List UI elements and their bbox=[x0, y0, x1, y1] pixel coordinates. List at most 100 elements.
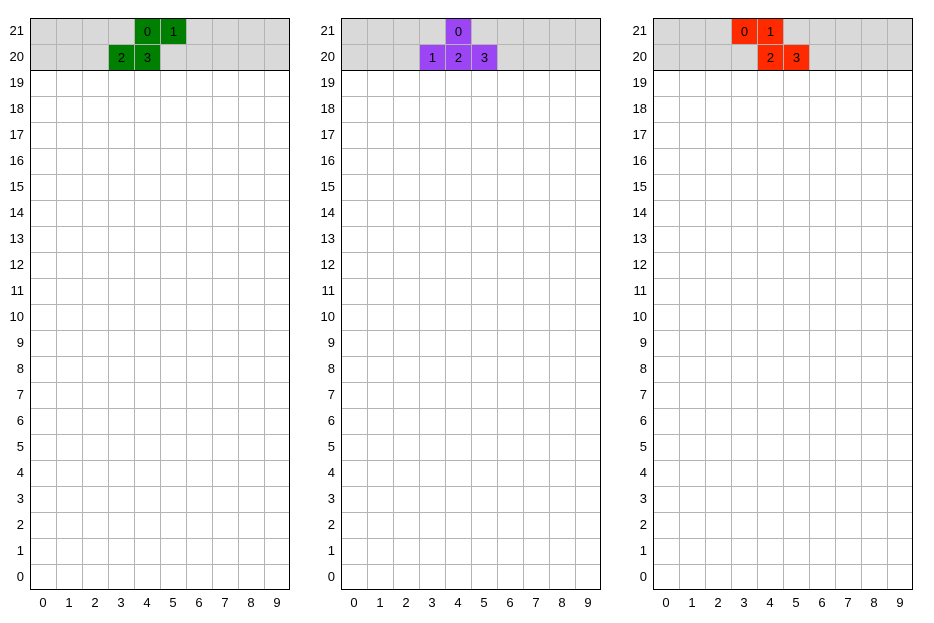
grid-cell bbox=[576, 253, 600, 279]
grid-cell bbox=[524, 201, 550, 227]
grid-cell bbox=[524, 305, 550, 331]
grid-cell bbox=[135, 435, 161, 461]
grid-cell bbox=[265, 513, 289, 539]
grid-cell bbox=[810, 201, 836, 227]
grid-cell bbox=[239, 513, 265, 539]
grid-cell bbox=[342, 227, 368, 253]
grid-cell bbox=[550, 227, 576, 253]
grid-cell bbox=[342, 435, 368, 461]
grid-cell bbox=[57, 383, 83, 409]
grid-cell bbox=[888, 253, 912, 279]
spawn-cell bbox=[265, 45, 289, 71]
grid-cell bbox=[446, 409, 472, 435]
grid-cell bbox=[83, 253, 109, 279]
grid-cell bbox=[368, 305, 394, 331]
grid-cell bbox=[576, 71, 600, 97]
grid-cell bbox=[836, 357, 862, 383]
grid-cell bbox=[706, 565, 732, 589]
grid-cell bbox=[498, 175, 524, 201]
grid-cell bbox=[758, 123, 784, 149]
row-label: 18 bbox=[320, 101, 335, 116]
grid-cell bbox=[888, 513, 912, 539]
grid-cell bbox=[706, 331, 732, 357]
grid-cell bbox=[862, 383, 888, 409]
grid-cell bbox=[706, 71, 732, 97]
row-label: 3 bbox=[327, 491, 335, 506]
piece-block-1: 1 bbox=[758, 19, 784, 45]
grid-cell bbox=[836, 409, 862, 435]
column-label: 4 bbox=[766, 595, 774, 610]
grid-cell bbox=[135, 123, 161, 149]
grid-cell bbox=[446, 331, 472, 357]
row-label: 19 bbox=[9, 75, 24, 90]
grid-cell bbox=[368, 435, 394, 461]
grid-cell bbox=[446, 513, 472, 539]
grid-cell bbox=[810, 487, 836, 513]
grid-cell bbox=[732, 175, 758, 201]
grid-cell bbox=[810, 175, 836, 201]
grid-cell bbox=[654, 461, 680, 487]
grid-cell bbox=[213, 97, 239, 123]
grid-cell bbox=[83, 435, 109, 461]
spawn-cell bbox=[862, 19, 888, 45]
grid-cell bbox=[888, 227, 912, 253]
grid-cell bbox=[446, 305, 472, 331]
spawn-zone-divider bbox=[31, 70, 289, 71]
column-label: 3 bbox=[428, 595, 436, 610]
grid-cell bbox=[706, 513, 732, 539]
grid-cell bbox=[420, 331, 446, 357]
row-label: 19 bbox=[632, 75, 647, 90]
grid-cell bbox=[784, 97, 810, 123]
grid-cell bbox=[758, 331, 784, 357]
grid-cell bbox=[420, 279, 446, 305]
grid-cell bbox=[784, 305, 810, 331]
grid-cell bbox=[83, 513, 109, 539]
grid-cell bbox=[265, 487, 289, 513]
grid-cell bbox=[498, 305, 524, 331]
grid-cell bbox=[265, 461, 289, 487]
grid-cell bbox=[31, 357, 57, 383]
grid-cell bbox=[213, 279, 239, 305]
grid-cell bbox=[446, 253, 472, 279]
grid-cell bbox=[472, 487, 498, 513]
grid-cell bbox=[446, 71, 472, 97]
grid-cell bbox=[161, 357, 187, 383]
row-label: 13 bbox=[9, 231, 24, 246]
grid-cell bbox=[784, 149, 810, 175]
grid-cell bbox=[706, 123, 732, 149]
grid-cell bbox=[498, 357, 524, 383]
piece-block-1: 1 bbox=[420, 45, 446, 71]
grid-cell bbox=[576, 149, 600, 175]
column-label: 2 bbox=[714, 595, 722, 610]
grid-cell bbox=[342, 305, 368, 331]
grid-cell bbox=[342, 201, 368, 227]
grid-cell bbox=[109, 279, 135, 305]
spawn-cell bbox=[654, 45, 680, 71]
grid-cell bbox=[732, 513, 758, 539]
grid-cell bbox=[732, 201, 758, 227]
grid-cell bbox=[135, 201, 161, 227]
grid-cell bbox=[342, 539, 368, 565]
grid-cell bbox=[758, 357, 784, 383]
grid-cell bbox=[784, 383, 810, 409]
column-label: 8 bbox=[870, 595, 878, 610]
grid-cell bbox=[265, 539, 289, 565]
grid-cell bbox=[498, 97, 524, 123]
grid-cell bbox=[394, 487, 420, 513]
grid-cell bbox=[732, 97, 758, 123]
grid-cell bbox=[368, 383, 394, 409]
spawn-cell bbox=[810, 45, 836, 71]
grid-cell bbox=[239, 253, 265, 279]
grid-cell bbox=[576, 279, 600, 305]
grid-cell bbox=[368, 461, 394, 487]
grid-cell bbox=[576, 487, 600, 513]
grid-cell bbox=[472, 253, 498, 279]
grid-cell bbox=[784, 71, 810, 97]
grid-cell bbox=[758, 435, 784, 461]
grid-cell bbox=[342, 565, 368, 589]
grid-cell bbox=[109, 539, 135, 565]
grid-cell bbox=[550, 175, 576, 201]
grid-cell bbox=[420, 123, 446, 149]
grid-cell bbox=[161, 461, 187, 487]
grid-cell bbox=[862, 279, 888, 305]
